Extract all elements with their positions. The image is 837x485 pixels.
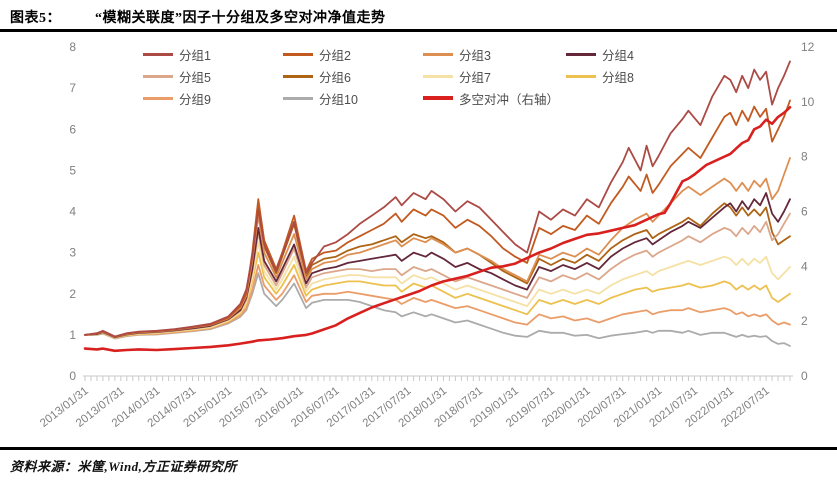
footer-divider-rule: [0, 447, 837, 450]
series-line-group9: [84, 264, 791, 340]
right-axis-tick-label: 10: [801, 95, 815, 109]
legend-swatch-hedge: [423, 96, 453, 100]
legend-label-group6: 分组6: [319, 70, 351, 85]
legend-swatch-group3: [423, 52, 453, 56]
series-line-group10: [84, 272, 791, 347]
series-line-group4: [84, 192, 791, 339]
left-axis-tick-label: 1: [69, 328, 76, 342]
source-label: 资料来源：: [10, 459, 78, 474]
legend-label-group4: 分组4: [602, 48, 634, 63]
legend-swatch-group5: [143, 74, 173, 78]
legend-label-group2: 分组2: [319, 48, 351, 63]
left-axis-tick-label: 4: [69, 205, 76, 219]
legend-swatch-group1: [143, 52, 173, 56]
legend-item-group1: 分组1: [143, 45, 283, 64]
legend-label-group10: 分组10: [319, 92, 358, 107]
left-axis-tick-label: 0: [69, 369, 76, 383]
left-axis-tick-label: 7: [69, 81, 76, 95]
right-axis-tick-label: 4: [801, 259, 808, 273]
left-axis-tick-label: 2: [69, 287, 76, 301]
legend-swatch-group7: [423, 74, 453, 78]
source-note: 资料来源：米筐,Wind,方正证券研究所: [10, 456, 237, 475]
legend-item-group3: 分组3: [423, 45, 566, 64]
legend-item-group2: 分组2: [283, 45, 423, 64]
chart-legend: 分组1 分组2 分组3 分组4 分组5 分组6 分组7 分组8 分组9 分组10 多空对冲（右轴）: [143, 43, 706, 109]
series-line-group5: [84, 212, 791, 339]
legend-item-group7: 分组7: [423, 67, 566, 86]
right-axis-tick-label: 12: [801, 40, 815, 54]
legend-label-hedge: 多空对冲（右轴）: [459, 92, 560, 107]
right-axis-tick-label: 8: [801, 150, 808, 164]
legend-item-group10: 分组10: [283, 89, 423, 108]
legend-item-group9: 分组9: [143, 89, 283, 108]
legend-label-group5: 分组5: [179, 70, 211, 85]
legend-swatch-group8: [566, 74, 596, 78]
legend-label-group8: 分组8: [602, 70, 634, 85]
series-line-group8: [84, 251, 791, 339]
series-line-group1: [84, 60, 791, 338]
left-axis-tick-label: 6: [69, 122, 76, 136]
legend-label-group3: 分组3: [459, 48, 491, 63]
title-divider-rule: [0, 29, 837, 32]
left-axis-tick-label: 3: [69, 246, 76, 260]
legend-swatch-group2: [283, 52, 313, 56]
legend-swatch-group4: [566, 52, 596, 56]
legend-item-group8: 分组8: [566, 67, 706, 86]
chart-title-text: “模糊关联度”因子十分组及多空对冲净值走势: [95, 11, 386, 26]
chart-number-label: 图表5：: [10, 11, 61, 26]
legend-label-group1: 分组1: [179, 48, 211, 63]
legend-item-group5: 分组5: [143, 67, 283, 86]
series-line-hedge: [83, 106, 792, 353]
legend-label-group9: 分组9: [179, 92, 211, 107]
legend-swatch-group6: [283, 74, 313, 78]
legend-item-group4: 分组4: [566, 45, 706, 64]
legend-label-group7: 分组7: [459, 70, 491, 85]
right-axis-tick-label: 6: [801, 205, 808, 219]
series-line-group2: [84, 99, 791, 338]
left-axis-tick-label: 8: [69, 40, 76, 54]
legend-swatch-group10: [283, 96, 313, 100]
left-axis-tick-label: 5: [69, 163, 76, 177]
source-text: 米筐,Wind,方正证券研究所: [77, 459, 237, 474]
legend-item-hedge: 多空对冲（右轴）: [423, 89, 566, 108]
right-axis-tick-label: 2: [801, 314, 808, 328]
right-axis-tick-label: 0: [801, 369, 808, 383]
chart-title: 图表5： “模糊关联度”因子十分组及多空对冲净值走势: [10, 7, 386, 27]
legend-item-group6: 分组6: [283, 67, 423, 86]
legend-swatch-group9: [143, 96, 173, 100]
